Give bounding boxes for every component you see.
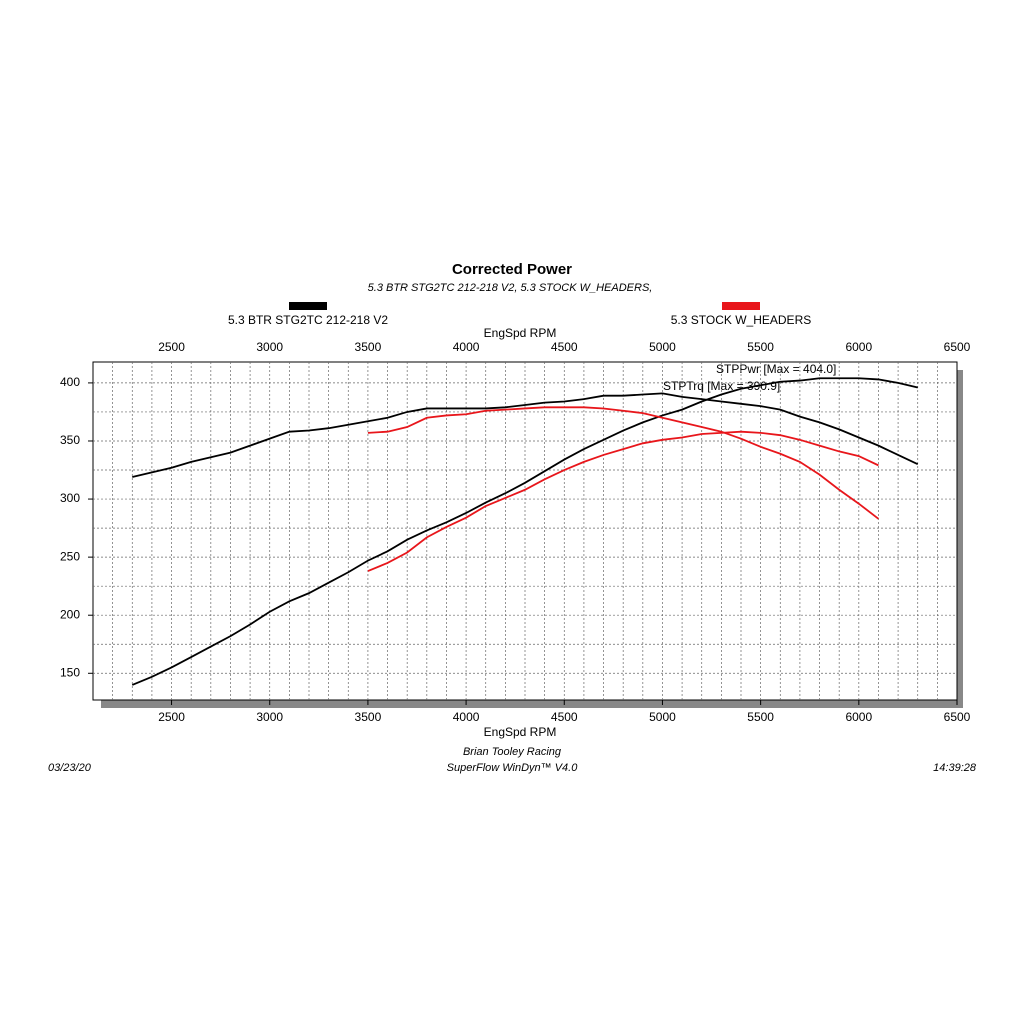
x-tick-label: 3500 bbox=[355, 710, 382, 724]
y-tick-label: 150 bbox=[60, 665, 80, 679]
chart-title: Corrected Power bbox=[452, 261, 572, 278]
chart-subtitle: 5.3 BTR STG2TC 212-218 V2, 5.3 STOCK W_H… bbox=[368, 282, 653, 294]
y-tick-label: 350 bbox=[60, 433, 80, 447]
x-tick-label: 5500 bbox=[747, 340, 774, 354]
annotation: STPPwr [Max = 404.0] bbox=[716, 362, 836, 376]
legend-swatch bbox=[289, 302, 327, 310]
legend-label: 5.3 STOCK W_HEADERS bbox=[671, 313, 811, 327]
x-tick-label: 6000 bbox=[845, 710, 872, 724]
legend-label: 5.3 BTR STG2TC 212-218 V2 bbox=[228, 313, 388, 327]
x-tick-label: 6500 bbox=[944, 710, 971, 724]
x-tick-label: 2500 bbox=[158, 710, 185, 724]
x-tick-label: 4000 bbox=[453, 710, 480, 724]
x-axis-label: EngSpd RPM bbox=[484, 725, 557, 739]
data-line bbox=[132, 392, 919, 478]
y-tick-label: 200 bbox=[60, 607, 80, 621]
x-tick-label: 6500 bbox=[944, 340, 971, 354]
data-line bbox=[367, 406, 880, 520]
x-tick-label: 4500 bbox=[551, 710, 578, 724]
footer-date: 03/23/20 bbox=[48, 762, 92, 774]
y-tick-label: 250 bbox=[60, 549, 80, 563]
x-tick-label: 5000 bbox=[649, 710, 676, 724]
x-tick-label: 5500 bbox=[747, 710, 774, 724]
y-tick-label: 300 bbox=[60, 491, 80, 505]
x-tick-label: 4000 bbox=[453, 340, 480, 354]
x-tick-label: 3000 bbox=[256, 710, 283, 724]
x-tick-label: 3500 bbox=[355, 340, 382, 354]
data-line bbox=[131, 377, 918, 686]
footer-shop: Brian Tooley Racing bbox=[463, 746, 562, 758]
x-tick-label: 2500 bbox=[158, 340, 185, 354]
y-tick-label: 400 bbox=[60, 375, 80, 389]
x-axis-label-top: EngSpd RPM bbox=[484, 326, 557, 340]
data-line bbox=[367, 430, 879, 572]
x-tick-label: 6000 bbox=[845, 340, 872, 354]
legend-swatch bbox=[722, 302, 760, 310]
footer-time: 14:39:28 bbox=[933, 762, 977, 774]
footer-software: SuperFlow WinDyn™ V4.0 bbox=[447, 762, 579, 774]
x-tick-label: 5000 bbox=[649, 340, 676, 354]
x-tick-label: 4500 bbox=[551, 340, 578, 354]
x-tick-label: 3000 bbox=[256, 340, 283, 354]
